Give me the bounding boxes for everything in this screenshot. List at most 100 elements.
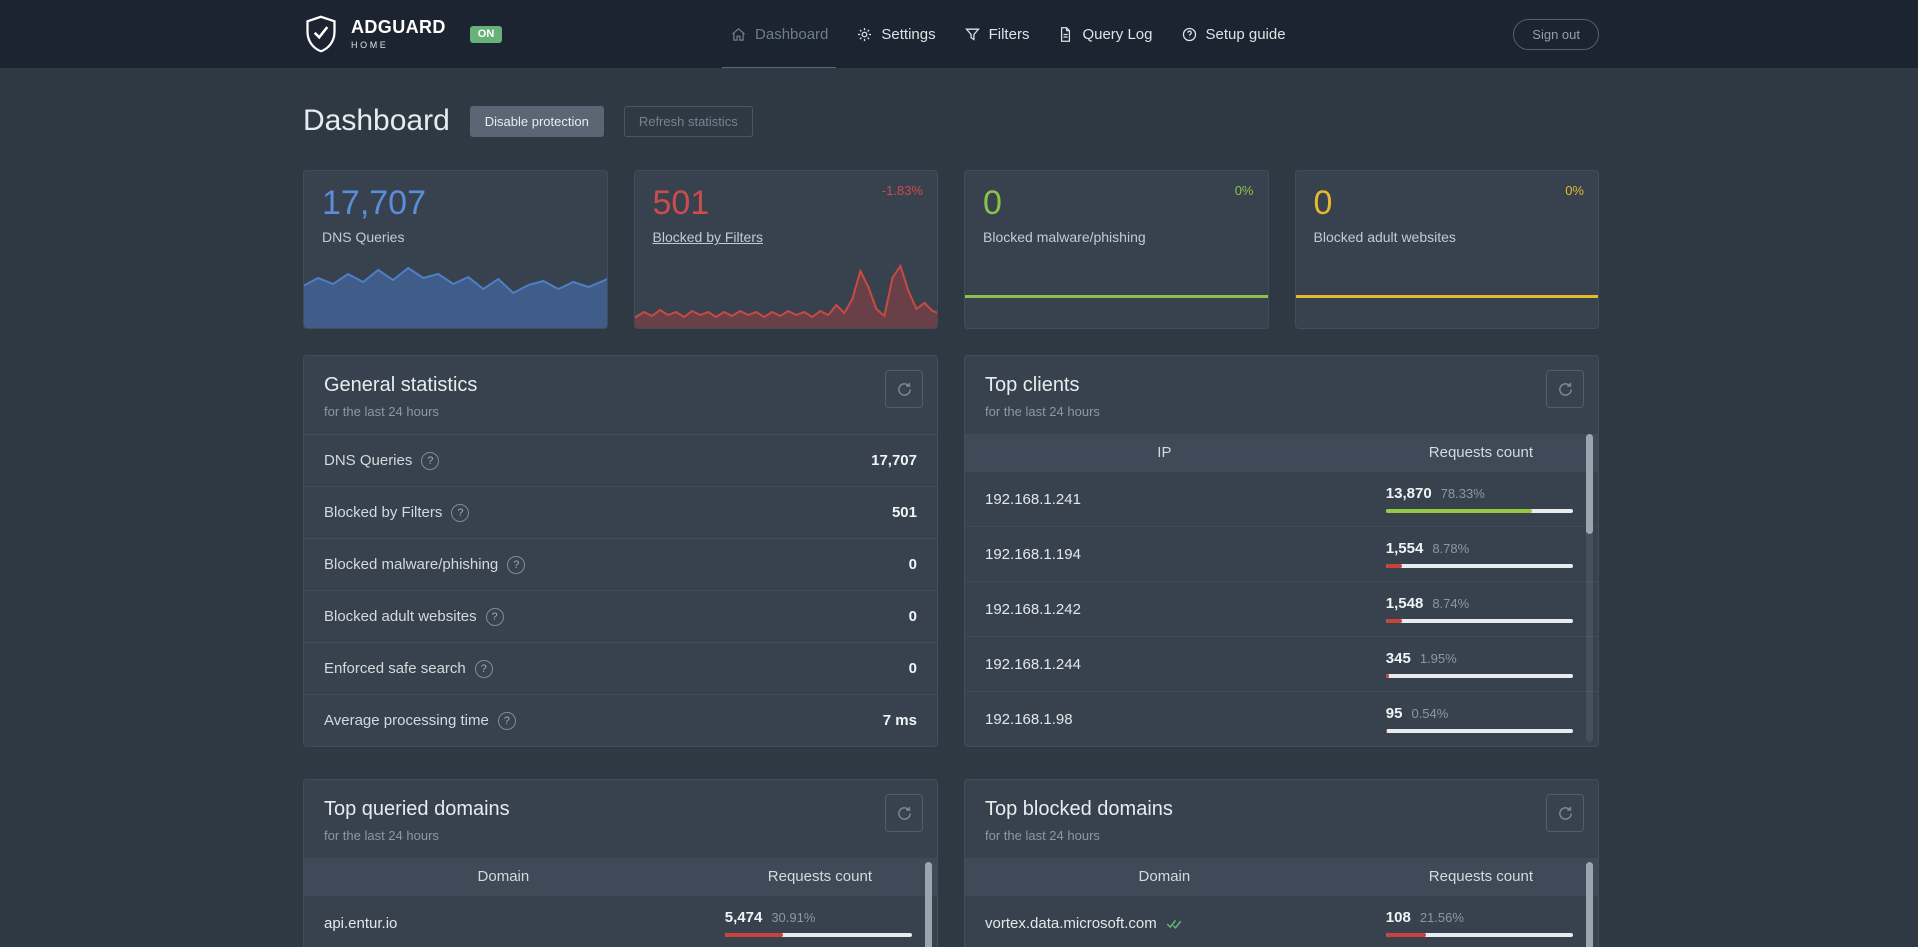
question-icon[interactable]: ? — [507, 555, 526, 574]
home-icon — [730, 26, 747, 43]
question-icon[interactable]: ? — [485, 607, 504, 626]
help-icon — [1181, 26, 1198, 43]
sign-out-button[interactable]: Sign out — [1513, 18, 1599, 50]
stat-row-dns-queries: DNS Queries? 17,707 — [304, 434, 937, 486]
blocked-by-filters-link[interactable]: Blocked by Filters — [652, 229, 763, 246]
client-ip: 192.168.1.194 — [985, 545, 1081, 563]
scrollbar-thumb[interactable] — [1586, 434, 1593, 534]
nav-item-setup-guide[interactable]: Setup guide — [1181, 0, 1286, 68]
panel-subtitle: for the last 24 hours — [985, 404, 1100, 419]
client-ip: 192.168.1.241 — [985, 490, 1081, 508]
request-share-bar — [1385, 729, 1573, 733]
refresh-general-statistics-button[interactable] — [885, 370, 923, 408]
panels-row-1: General statistics for the last 24 hours… — [303, 355, 1599, 747]
stat-row-label: Blocked adult websites — [324, 608, 477, 625]
nav-item-query-log[interactable]: Query Log — [1057, 0, 1153, 68]
stat-card-value: 0 — [1313, 184, 1333, 222]
nav-item-label: Query Log — [1082, 25, 1153, 43]
column-header-requests-count: Requests count — [1428, 444, 1533, 461]
top-blocked-rows: vortex.data.microsoft.com 108 21.56% — [965, 895, 1598, 947]
top-blocked-table-header: Domain Requests count — [965, 858, 1598, 895]
stat-row-label: Enforced safe search — [324, 660, 466, 677]
request-percent: 21.56% — [1419, 910, 1464, 925]
refresh-icon — [1558, 806, 1572, 820]
table-row: 192.168.1.98 95 0.54% — [965, 691, 1598, 746]
filter-icon — [964, 26, 981, 43]
blocked-filters-sparkline — [634, 263, 938, 328]
question-icon[interactable]: ? — [451, 503, 470, 522]
stat-row-value: 0 — [908, 608, 917, 625]
table-row: 192.168.1.242 1,548 8.74% — [965, 581, 1598, 636]
request-count: 108 — [1385, 909, 1411, 926]
stat-card-value: 501 — [652, 184, 710, 222]
refresh-top-clients-button[interactable] — [1546, 370, 1584, 408]
top-clients-table-header: IP Requests count — [965, 434, 1598, 471]
table-row: api.entur.io 5,474 30.91% — [304, 895, 937, 947]
request-share-bar — [1385, 674, 1573, 678]
queried-domain: api.entur.io — [324, 914, 398, 932]
stat-row-label: DNS Queries — [324, 452, 413, 469]
stat-row-value: 7 ms — [882, 712, 917, 729]
document-icon — [1057, 26, 1074, 43]
nav-item-label: Filters — [988, 25, 1030, 43]
protection-status-badge: ON — [469, 25, 503, 43]
panel-subtitle: for the last 24 hours — [985, 828, 1100, 843]
stat-row-label: Blocked malware/phishing — [324, 556, 499, 573]
request-percent: 78.33% — [1440, 486, 1485, 501]
stat-card-label: Blocked malware/phishing — [983, 229, 1146, 246]
stat-row-blocked-adult: Blocked adult websites? 0 — [304, 590, 937, 642]
panel-subtitle: for the last 24 hours — [324, 404, 439, 419]
main-nav: Dashboard Settings Filters Query Log — [716, 0, 1300, 68]
nav-item-filters[interactable]: Filters — [964, 0, 1030, 68]
request-count: 5,474 — [724, 909, 763, 926]
top-clients-rows: 192.168.1.241 13,870 78.33% 192.168.1.194… — [965, 471, 1598, 746]
request-count: 345 — [1385, 650, 1411, 667]
scrollbar-thumb[interactable] — [1586, 862, 1593, 947]
gear-icon — [856, 26, 873, 43]
stat-card-blocked-by-filters: -1.83% 501 Blocked by Filters — [633, 170, 938, 329]
top-navbar: ADGUARD HOME ON Dashboard Settings — [0, 0, 1918, 68]
request-count: 1,548 — [1385, 595, 1424, 612]
column-header-domain: Domain — [1138, 868, 1191, 885]
page-title: Dashboard — [303, 104, 450, 137]
stat-row-label: Blocked by Filters — [324, 504, 443, 521]
stat-row-label: Average processing time — [324, 712, 489, 729]
question-icon[interactable]: ? — [474, 659, 493, 678]
adguard-logo[interactable]: ADGUARD HOME ON — [303, 14, 503, 54]
blocked-domain: vortex.data.microsoft.com — [985, 914, 1157, 932]
stat-row-value: 0 — [908, 556, 917, 573]
request-percent: 30.91% — [771, 910, 816, 925]
question-icon[interactable]: ? — [421, 451, 440, 470]
main-content: Dashboard Disable protection Refresh sta… — [303, 104, 1599, 947]
scrollbar-thumb[interactable] — [925, 862, 932, 947]
top-clients-panel: Top clients for the last 24 hours IP Req… — [964, 355, 1599, 747]
column-header-requests-count: Requests count — [767, 868, 872, 885]
table-row: 192.168.1.241 13,870 78.33% — [965, 471, 1598, 526]
refresh-icon — [1558, 382, 1572, 396]
nav-item-dashboard[interactable]: Dashboard — [721, 0, 837, 68]
general-statistics-rows: DNS Queries? 17,707 Blocked by Filters? … — [304, 434, 937, 746]
stat-row-value: 0 — [908, 660, 917, 677]
table-row: vortex.data.microsoft.com 108 21.56% — [965, 895, 1598, 947]
shield-logo-icon — [306, 15, 336, 53]
refresh-top-queried-button[interactable] — [885, 794, 923, 832]
refresh-top-blocked-button[interactable] — [1546, 794, 1584, 832]
question-icon[interactable]: ? — [497, 711, 516, 730]
top-queried-domains-panel: Top queried domains for the last 24 hour… — [303, 779, 938, 947]
panel-subtitle: for the last 24 hours — [324, 828, 439, 843]
refresh-statistics-button[interactable]: Refresh statistics — [623, 105, 753, 137]
disable-protection-button[interactable]: Disable protection — [469, 105, 604, 137]
nav-item-settings[interactable]: Settings — [856, 0, 936, 68]
stat-card-percent: 0% — [1565, 183, 1584, 198]
general-statistics-panel: General statistics for the last 24 hours… — [303, 355, 938, 747]
dns-queries-sparkline — [303, 266, 607, 328]
stat-row-safe-search: Enforced safe search? 0 — [304, 642, 937, 694]
malware-flat-sparkline — [965, 295, 1268, 298]
request-percent: 1.95% — [1419, 651, 1457, 666]
scrollbar-track — [925, 862, 932, 947]
stat-row-value: 17,707 — [871, 452, 917, 469]
stat-row-processing-time: Average processing time? 7 ms — [304, 694, 937, 746]
stat-card-percent: 0% — [1234, 183, 1254, 198]
client-ip: 192.168.1.98 — [985, 710, 1073, 728]
panel-title: Top queried domains — [324, 798, 510, 820]
